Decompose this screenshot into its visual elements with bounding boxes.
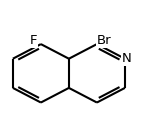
Text: F: F bbox=[30, 34, 37, 47]
Text: N: N bbox=[122, 52, 132, 65]
Text: Br: Br bbox=[97, 34, 111, 47]
